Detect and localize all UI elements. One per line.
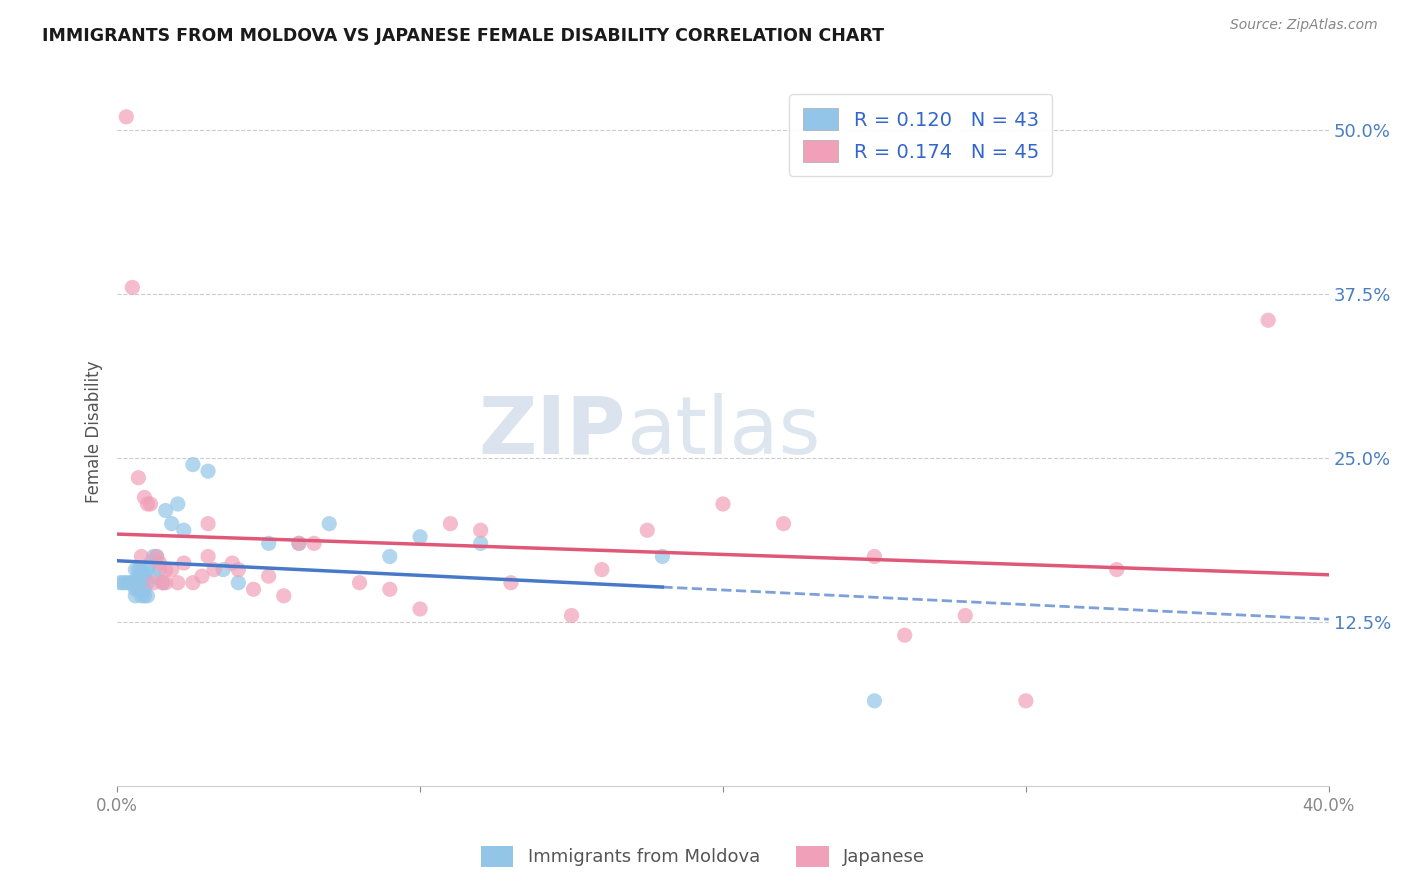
- Point: [131, 563, 153, 577]
- Point: [409, 602, 432, 616]
- Point: [560, 608, 582, 623]
- Point: [378, 582, 401, 597]
- Point: [378, 549, 401, 564]
- Point: [863, 694, 886, 708]
- Point: [257, 536, 280, 550]
- Point: [166, 497, 188, 511]
- Point: [142, 549, 165, 564]
- Point: [155, 575, 177, 590]
- Point: [166, 575, 188, 590]
- Point: [118, 575, 141, 590]
- Point: [155, 563, 177, 577]
- Legend: Immigrants from Moldova, Japanese: Immigrants from Moldova, Japanese: [474, 838, 932, 874]
- Point: [191, 569, 214, 583]
- Point: [197, 464, 219, 478]
- Point: [228, 575, 250, 590]
- Point: [197, 549, 219, 564]
- Point: [302, 536, 325, 550]
- Point: [121, 575, 143, 590]
- Point: [136, 563, 159, 577]
- Text: atlas: atlas: [626, 392, 821, 471]
- Point: [439, 516, 461, 531]
- Point: [124, 582, 146, 597]
- Point: [470, 523, 492, 537]
- Point: [149, 563, 172, 577]
- Point: [131, 575, 153, 590]
- Point: [127, 569, 149, 583]
- Point: [131, 589, 153, 603]
- Point: [288, 536, 311, 550]
- Point: [499, 575, 522, 590]
- Point: [1105, 563, 1128, 577]
- Point: [173, 523, 195, 537]
- Point: [160, 563, 183, 577]
- Point: [470, 536, 492, 550]
- Point: [142, 569, 165, 583]
- Point: [136, 575, 159, 590]
- Point: [242, 582, 264, 597]
- Point: [221, 556, 243, 570]
- Point: [121, 280, 143, 294]
- Point: [893, 628, 915, 642]
- Point: [212, 563, 235, 577]
- Point: [202, 563, 225, 577]
- Text: Source: ZipAtlas.com: Source: ZipAtlas.com: [1230, 18, 1378, 32]
- Point: [257, 569, 280, 583]
- Point: [349, 575, 371, 590]
- Point: [273, 589, 295, 603]
- Point: [591, 563, 613, 577]
- Point: [145, 549, 167, 564]
- Point: [318, 516, 340, 531]
- Point: [409, 530, 432, 544]
- Point: [160, 516, 183, 531]
- Point: [636, 523, 658, 537]
- Point: [136, 497, 159, 511]
- Text: IMMIGRANTS FROM MOLDOVA VS JAPANESE FEMALE DISABILITY CORRELATION CHART: IMMIGRANTS FROM MOLDOVA VS JAPANESE FEMA…: [42, 27, 884, 45]
- Point: [142, 575, 165, 590]
- Text: ZIP: ZIP: [479, 392, 626, 471]
- Point: [121, 575, 143, 590]
- Point: [155, 503, 177, 517]
- Point: [288, 536, 311, 550]
- Point: [1015, 694, 1038, 708]
- Point: [139, 556, 162, 570]
- Point: [145, 549, 167, 564]
- Point: [134, 491, 156, 505]
- Point: [173, 556, 195, 570]
- Point: [139, 497, 162, 511]
- Point: [134, 589, 156, 603]
- Point: [1257, 313, 1279, 327]
- Point: [134, 582, 156, 597]
- Point: [127, 563, 149, 577]
- Point: [955, 608, 977, 623]
- Point: [181, 575, 204, 590]
- Point: [711, 497, 734, 511]
- Point: [131, 549, 153, 564]
- Point: [115, 110, 138, 124]
- Point: [124, 563, 146, 577]
- Point: [112, 575, 135, 590]
- Point: [651, 549, 673, 564]
- Point: [110, 575, 132, 590]
- Point: [181, 458, 204, 472]
- Point: [136, 589, 159, 603]
- Point: [197, 516, 219, 531]
- Point: [863, 549, 886, 564]
- Point: [152, 575, 174, 590]
- Point: [124, 589, 146, 603]
- Point: [127, 471, 149, 485]
- Point: [127, 582, 149, 597]
- Point: [228, 563, 250, 577]
- Y-axis label: Female Disability: Female Disability: [86, 360, 103, 503]
- Point: [134, 569, 156, 583]
- Point: [152, 575, 174, 590]
- Point: [772, 516, 794, 531]
- Point: [149, 556, 172, 570]
- Point: [115, 575, 138, 590]
- Legend: R = 0.120   N = 43, R = 0.174   N = 45: R = 0.120 N = 43, R = 0.174 N = 45: [789, 95, 1053, 176]
